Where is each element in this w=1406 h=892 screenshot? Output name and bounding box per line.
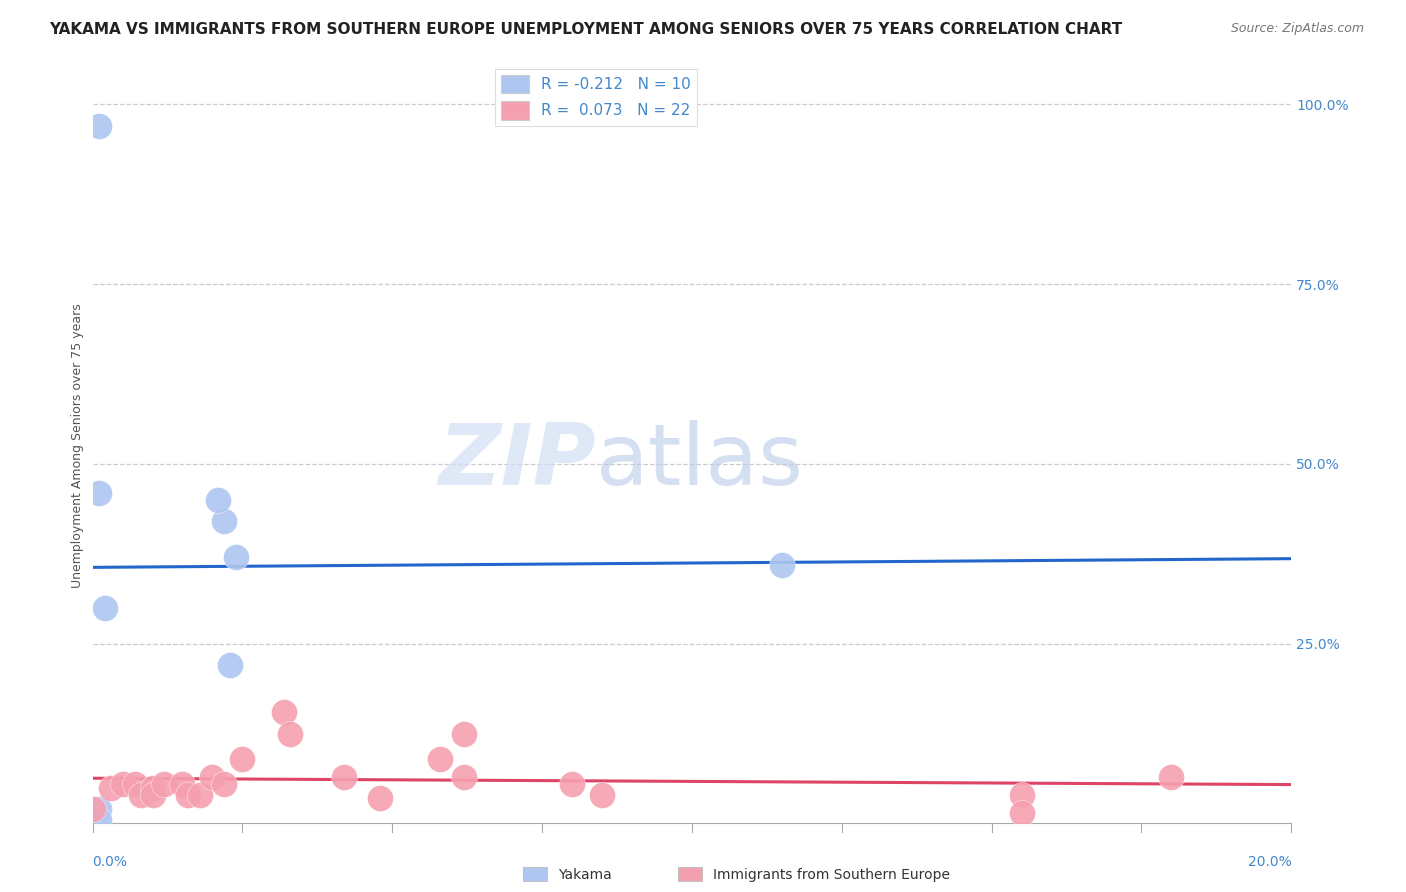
Text: Immigrants from Southern Europe: Immigrants from Southern Europe — [713, 868, 950, 882]
Point — [333, 770, 356, 784]
Point — [770, 558, 793, 572]
Point — [1011, 805, 1033, 820]
Text: ZIP: ZIP — [439, 419, 596, 502]
Text: 0.0%: 0.0% — [93, 855, 128, 869]
Point — [141, 780, 163, 795]
Point — [87, 802, 110, 816]
Text: atlas: atlas — [596, 419, 804, 502]
Point — [280, 726, 302, 740]
Point — [273, 705, 295, 719]
Point — [231, 752, 253, 766]
Point — [368, 791, 391, 805]
Point — [429, 752, 451, 766]
Point — [1011, 788, 1033, 802]
Point — [111, 777, 134, 791]
Point — [100, 780, 122, 795]
Point — [141, 788, 163, 802]
Point — [214, 777, 236, 791]
Text: 20.0%: 20.0% — [1247, 855, 1291, 869]
Legend: R = -0.212   N = 10, R =  0.073   N = 22: R = -0.212 N = 10, R = 0.073 N = 22 — [495, 69, 697, 126]
Point — [129, 788, 152, 802]
Text: YAKAMA VS IMMIGRANTS FROM SOUTHERN EUROPE UNEMPLOYMENT AMONG SENIORS OVER 75 YEA: YAKAMA VS IMMIGRANTS FROM SOUTHERN EUROP… — [49, 22, 1122, 37]
Point — [591, 788, 613, 802]
Text: Source: ZipAtlas.com: Source: ZipAtlas.com — [1230, 22, 1364, 36]
Point — [219, 658, 242, 673]
Point — [561, 777, 583, 791]
Point — [214, 515, 236, 529]
Point — [153, 777, 176, 791]
Text: Yakama: Yakama — [558, 868, 612, 882]
Point — [124, 777, 146, 791]
Y-axis label: Unemployment Among Seniors over 75 years: Unemployment Among Seniors over 75 years — [72, 303, 84, 589]
Point — [82, 802, 104, 816]
Point — [1160, 770, 1182, 784]
Point — [453, 770, 475, 784]
Point — [177, 788, 200, 802]
Point — [87, 119, 110, 133]
Point — [87, 485, 110, 500]
Point — [172, 777, 194, 791]
Point — [225, 550, 247, 565]
Point — [87, 813, 110, 827]
Point — [453, 726, 475, 740]
Point — [93, 600, 115, 615]
Point — [201, 770, 224, 784]
Point — [207, 492, 229, 507]
Point — [190, 788, 212, 802]
